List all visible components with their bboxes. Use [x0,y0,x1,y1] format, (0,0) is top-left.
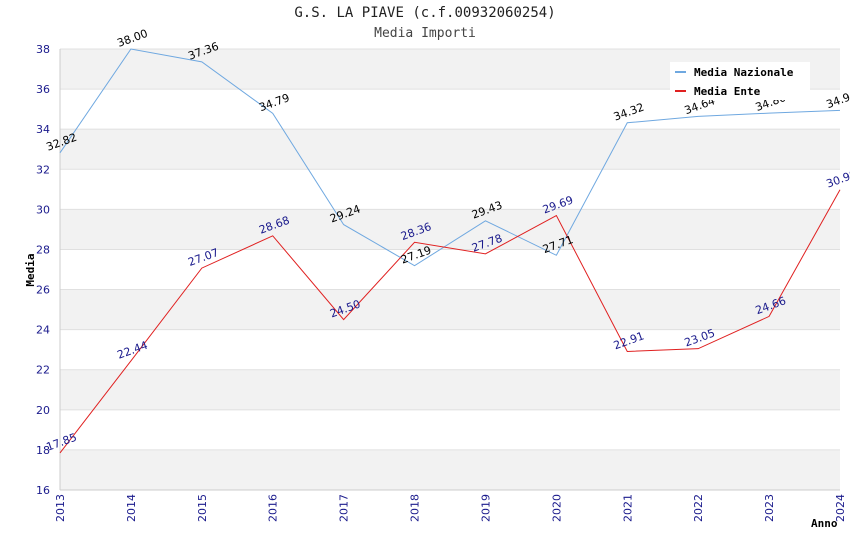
data-label: 30.98 [825,168,850,191]
x-tick-label: 2013 [54,494,67,522]
legend-label-1: Media Ente [694,85,761,98]
x-tick-label: 2021 [621,494,634,522]
x-tick-label: 2017 [338,494,351,522]
y-axis-title: Media [24,253,37,286]
y-tick-label: 16 [36,484,50,497]
y-tick-label: 34 [36,123,50,136]
y-tick-label: 30 [36,203,50,216]
x-tick-label: 2018 [409,494,422,522]
data-label: 34.79 [257,91,291,114]
grid-band [60,449,840,490]
x-tick-label: 2022 [692,494,705,522]
series-lines [59,48,841,454]
chart-title: G.S. LA PIAVE (c.f.00932060254) [294,5,556,21]
data-label: 38.00 [115,27,149,50]
y-tick-labels: 16 18 20 22 24 26 28 30 32 34 36 38 [36,43,50,497]
y-tick-label: 38 [36,43,50,56]
chart-subtitle: Media Importi [374,26,476,41]
grid-band [60,129,840,170]
y-tick-label: 36 [36,83,50,96]
grid-band [60,289,840,330]
x-tick-labels: 2013 2014 2015 2016 2017 2018 2019 2020 2021 2022… [54,494,847,522]
x-axis-title: Anno [811,517,838,530]
y-tick-label: 32 [36,163,50,176]
x-tick-label: 2023 [763,494,776,522]
x-tick-label: 2019 [479,494,492,522]
x-tick-label: 2020 [550,494,563,522]
data-label: 34.94 [825,88,850,111]
x-tick-label: 2015 [196,494,209,522]
y-tick-label: 28 [36,243,50,256]
y-tick-label: 26 [36,284,50,297]
grid-band [60,369,840,410]
y-tick-label: 24 [36,324,50,337]
y-tick-label: 22 [36,364,50,377]
legend: Media Nazionale Media Ente [670,62,810,100]
x-tick-label: 2016 [267,494,280,522]
x-tick-label: 2024 [834,494,847,522]
series-line-1 [59,189,841,454]
axes [59,49,840,491]
legend-label-0: Media Nazionale [694,66,794,79]
grid-bands [60,48,840,491]
series-line-0 [59,48,841,267]
y-tick-label: 20 [36,404,50,417]
legend-background [670,62,810,100]
data-label: 34.32 [612,101,646,124]
y-tick-label: 18 [36,444,50,457]
x-tick-label: 2014 [125,494,138,522]
